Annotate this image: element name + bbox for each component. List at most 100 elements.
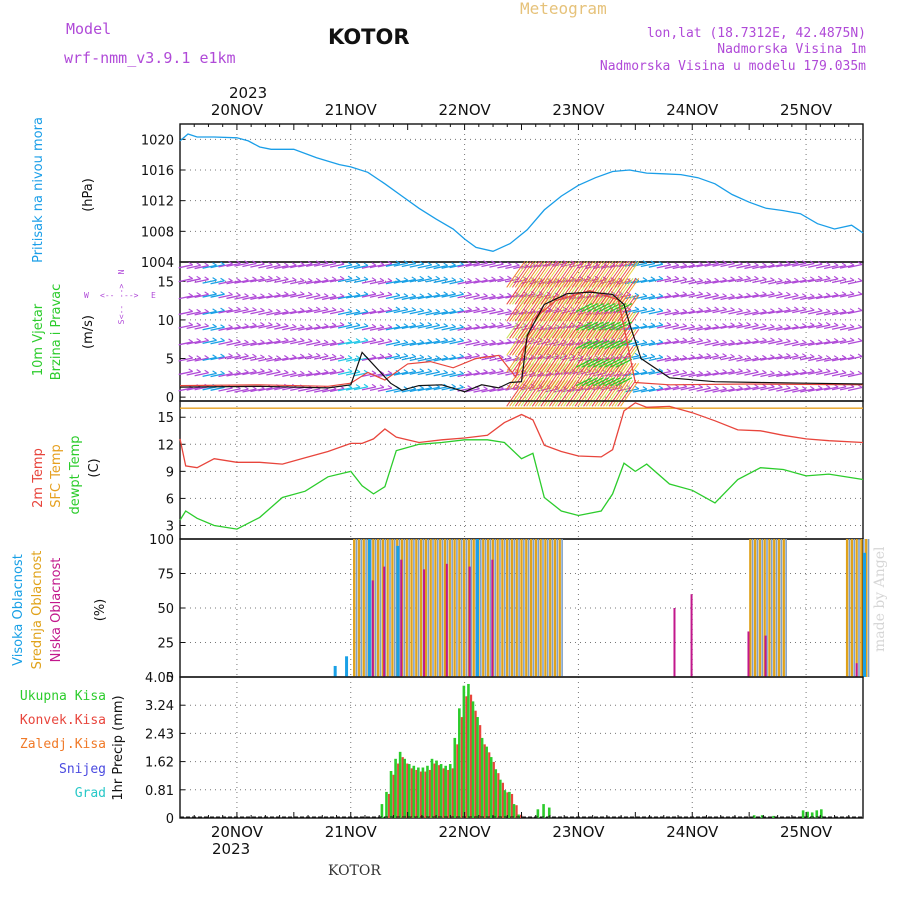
wind-barb xyxy=(489,310,504,315)
wind-barb xyxy=(839,279,855,284)
wind-barb xyxy=(345,371,361,376)
precip-total-bar xyxy=(542,804,545,818)
wind-barb xyxy=(481,356,496,361)
wind-barb xyxy=(808,324,823,329)
wind-barb-head xyxy=(515,262,520,266)
precip-total-bar xyxy=(480,737,484,818)
wind-barb xyxy=(760,372,775,378)
wind-barb xyxy=(831,325,847,330)
precip-total-bar xyxy=(471,701,475,818)
wind-barb xyxy=(234,295,249,300)
wind-barb-head xyxy=(276,369,281,373)
precip-total-bar xyxy=(394,758,397,818)
wind-barb xyxy=(712,371,727,376)
wind-barb-head xyxy=(507,308,512,312)
wind-barb-head xyxy=(252,260,257,264)
wind-barb-head xyxy=(483,353,488,357)
wind-barb-head xyxy=(690,291,695,295)
wind-barb-head xyxy=(411,276,417,280)
wind-barb xyxy=(632,295,648,300)
wind-barb-head xyxy=(323,306,329,311)
wind-barb-head xyxy=(817,275,823,280)
wind-barb xyxy=(688,326,703,331)
wind-barb xyxy=(449,280,464,285)
wind-barb xyxy=(194,311,209,316)
wind-barb xyxy=(776,355,791,360)
wind-barb xyxy=(218,294,233,299)
wind-barb xyxy=(696,280,711,285)
wind-barb-head xyxy=(674,369,680,373)
wind-barb xyxy=(433,293,448,298)
wind-barb xyxy=(266,264,281,270)
wind-barb-head xyxy=(459,353,464,358)
wind-barb xyxy=(465,262,480,267)
wind-barb xyxy=(847,326,863,331)
wind-barb-transition xyxy=(604,321,621,331)
wind-barb xyxy=(688,386,703,392)
wind-barb-head xyxy=(706,291,711,296)
wind-barb-strong xyxy=(546,261,566,288)
wind-barb xyxy=(194,372,209,377)
wind-barb xyxy=(178,295,193,300)
wind-barb xyxy=(377,387,393,392)
wind-barb xyxy=(688,293,703,298)
wind-barb-head xyxy=(411,353,417,358)
wind-barb xyxy=(345,340,361,345)
wind-barb-head xyxy=(228,353,233,357)
wind-barb-head xyxy=(395,339,401,343)
wind-barb-head xyxy=(857,291,863,295)
wind-barb xyxy=(736,310,751,316)
wind-barb-head xyxy=(738,354,743,359)
wind-barb-head xyxy=(690,277,695,281)
wind-barb xyxy=(250,370,265,375)
mid-cloud-bar-shade xyxy=(770,539,773,677)
wind-barb-head xyxy=(260,368,265,372)
wind-barb xyxy=(385,294,401,300)
wind-barb xyxy=(290,326,305,331)
wind-barb-head xyxy=(443,262,448,267)
wind-barb-strong xyxy=(620,379,640,407)
wind-barb-head xyxy=(323,260,329,264)
mid-cloud-bar-shade xyxy=(413,539,415,677)
wind-barb xyxy=(839,326,855,331)
wind-barb xyxy=(393,371,408,376)
wind-barb-head xyxy=(427,355,433,359)
wind-barb-head xyxy=(786,278,791,282)
wind-barb-head xyxy=(841,276,847,281)
precip-total-bar xyxy=(489,757,493,818)
mid-cloud-bar-shade xyxy=(432,539,434,677)
wind-barb xyxy=(353,386,369,391)
precip-convective-bar xyxy=(415,769,418,818)
wind-barb-head xyxy=(307,324,313,328)
wind-barb-head xyxy=(674,355,680,359)
wind-barb xyxy=(226,326,241,331)
precip-total-bar xyxy=(536,809,540,818)
wind-barb-head xyxy=(793,352,799,357)
wind-barb xyxy=(823,340,839,345)
wind-barb-head xyxy=(459,307,464,312)
wind-barb-head xyxy=(419,368,425,372)
wind-barb xyxy=(306,294,321,300)
wind-barb xyxy=(792,308,807,314)
precip-convective-bar xyxy=(428,769,432,818)
wind-barb xyxy=(186,324,201,329)
wind-barb xyxy=(290,373,305,378)
wind-barb-head xyxy=(762,337,767,341)
y-tick-label: 15 xyxy=(157,411,174,426)
wind-barb xyxy=(505,357,520,362)
wind-barb xyxy=(760,310,775,315)
wind-barb-head xyxy=(730,276,735,280)
wind-barb xyxy=(186,311,201,316)
wind-barb xyxy=(329,310,345,315)
wind-barb-head xyxy=(331,339,337,344)
wind-barb xyxy=(401,309,416,314)
wind-barb-head xyxy=(825,322,831,326)
mid-cloud-bar xyxy=(482,539,485,677)
wind-barb-head xyxy=(778,307,783,311)
wind-barb-head xyxy=(339,368,345,372)
wind-barb-head xyxy=(363,291,369,295)
wind-barb xyxy=(784,341,799,346)
wind-barb xyxy=(696,387,711,392)
dewpoint-line xyxy=(179,439,864,530)
